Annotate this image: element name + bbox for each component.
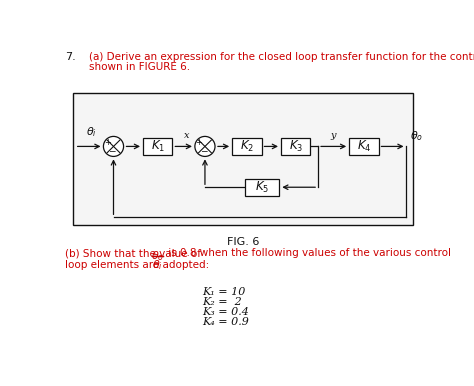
Text: K₃ = 0.4: K₃ = 0.4: [202, 306, 249, 317]
Text: $\theta_i$: $\theta_i$: [86, 126, 97, 139]
Circle shape: [195, 136, 215, 156]
Text: K₂ =  2: K₂ = 2: [202, 296, 242, 306]
Text: $\theta_o$: $\theta_o$: [410, 129, 423, 142]
Bar: [143, 138, 173, 155]
Bar: [245, 179, 279, 196]
Bar: [281, 138, 310, 155]
Text: is 0.8 when the following values of the various control: is 0.8 when the following values of the …: [165, 248, 451, 258]
Circle shape: [103, 136, 124, 156]
Text: −: −: [108, 146, 116, 155]
Text: $K_2$: $K_2$: [240, 139, 254, 154]
Text: $K_1$: $K_1$: [151, 139, 165, 154]
Text: $\theta_i$: $\theta_i$: [152, 258, 163, 272]
Text: $\theta_o$: $\theta_o$: [151, 249, 164, 262]
Text: K₄ = 0.9: K₄ = 0.9: [202, 317, 249, 327]
Text: (a) Derive an expression for the closed loop transfer function for the control s: (a) Derive an expression for the closed …: [89, 52, 474, 63]
Text: −: −: [200, 146, 207, 155]
Bar: [349, 138, 379, 155]
Text: FIG. 6: FIG. 6: [227, 237, 259, 247]
Bar: [73, 93, 413, 225]
Text: $K_5$: $K_5$: [255, 179, 269, 195]
Text: (b) Show that the value of: (b) Show that the value of: [65, 248, 205, 258]
Text: $K_4$: $K_4$: [356, 139, 371, 154]
Text: +: +: [104, 138, 111, 147]
Text: +: +: [196, 138, 202, 147]
Text: y: y: [331, 131, 337, 140]
Text: x: x: [184, 131, 190, 140]
Text: 7.: 7.: [65, 52, 76, 63]
Text: K₁ = 10: K₁ = 10: [202, 286, 246, 296]
Text: shown in FIGURE 6.: shown in FIGURE 6.: [89, 63, 190, 73]
Bar: [232, 138, 262, 155]
Text: loop elements are adopted:: loop elements are adopted:: [65, 261, 210, 270]
Text: $K_3$: $K_3$: [289, 139, 303, 154]
